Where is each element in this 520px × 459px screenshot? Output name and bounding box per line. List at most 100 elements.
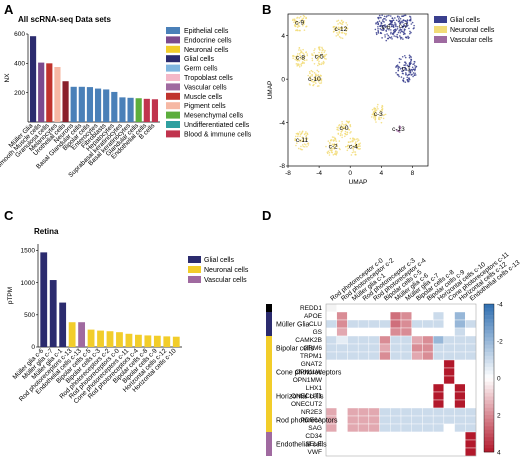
chart-b-point [296,55,299,57]
chart-b-point [395,35,397,38]
chart-a-legend-swatch [166,83,180,91]
chart-d-cell [411,415,423,425]
chart-b-point [319,54,321,57]
chart-d-row-label: SAG [308,425,322,432]
chart-b-point [343,124,345,126]
chart-b-point [413,63,415,65]
chart-d-cell [454,423,466,433]
chart-d-cell [465,327,477,337]
chart-d-colorbar-segment [484,396,494,401]
chart-d-colorbar-segment [484,329,494,334]
chart-b-point [384,36,386,38]
chart-b-point [331,148,333,150]
chart-d-colorbar-segment [484,448,494,453]
chart-b-point [377,17,380,20]
chart-d-row-label: OPN1LW [295,369,323,376]
chart-b-point [331,136,334,138]
chart-d-colorbar-segment [484,378,494,382]
chart-a-bar [119,97,126,122]
chart-b-point [294,138,297,140]
chart-d-row-label: ONECUT1 [291,393,322,400]
chart-d-colorbar-segment [484,311,494,316]
chart-d-cell [422,359,434,369]
chart-d-cell [411,383,423,393]
chart-d-cell [379,367,391,377]
chart-b-point [311,75,313,77]
chart-d-cell [325,359,337,369]
chart-b-point [306,53,308,55]
chart-b-point [385,16,388,18]
chart-b-point [402,21,404,24]
chart-d-cell [368,335,380,345]
chart-c-bar [144,335,152,347]
chart-b-cluster-label: c-2 [329,143,338,150]
chart-b-point [294,139,297,142]
chart-b-point [410,59,412,62]
chart-b-point [374,117,377,120]
chart-d-cell [357,319,370,329]
chart-d-group-label: Endothelial cells [276,442,327,449]
chart-d-colorbar-label: 4 [497,450,501,457]
chart-d-cell [400,319,412,329]
chart-b-point [412,75,414,78]
chart-d-row-label: APOE [304,313,323,320]
chart-b-point [341,23,344,26]
chart-d-colorbar-segment [484,333,494,338]
chart-b-point [344,27,347,29]
chart-b-point [378,14,381,17]
chart-b-point [303,133,306,136]
chart-c-bar [153,335,161,347]
chart-d-cell [443,303,455,313]
chart-b-point [299,133,302,136]
chart-b-point [334,137,336,140]
chart-b-point [294,23,297,26]
chart-b-point [352,140,354,143]
chart-b-point [378,20,381,23]
chart-b-x-tick-label: -8 [285,170,291,177]
chart-b-point [311,53,313,55]
chart-b-point [330,149,332,152]
chart-b-point [377,32,380,34]
chart-d-cell [422,351,434,361]
chart-b-point [299,135,301,138]
chart-b-cluster-label: c-6 [381,24,390,31]
chart-d-cell [432,423,445,433]
chart-d-cell [454,439,466,449]
chart-b-point [313,49,315,52]
chart-d-cell [325,439,337,449]
chart-c-bar [68,322,76,347]
chart-b-point [339,134,342,137]
chart-d-cell [379,303,391,313]
chart-d-cell [422,415,434,425]
chart-b-point [303,15,306,18]
chart-d-cell [411,391,423,401]
chart-a-legend-label: Endocrine cells [184,37,232,44]
chart-d-colorbar-segment [484,411,494,416]
chart-b-point [297,22,300,24]
chart-b-point [402,79,404,82]
chart-b-point [396,16,399,18]
chart-d-group-label: Horizontal cells [276,394,324,401]
chart-d-cell [368,391,380,401]
chart-d-cell [357,423,370,433]
chart-d-group-label: Müller Glia [276,322,310,329]
chart-b-x-label: UMAP [349,179,368,186]
chart-b-point [300,64,303,67]
chart-b-point [409,19,412,22]
chart-c-bar [134,334,142,347]
chart-b-point [359,142,361,145]
chart-d-cell [336,447,348,457]
chart-b-point [397,20,400,23]
chart-b-point [345,22,348,24]
chart-b-point [331,151,333,154]
chart-b-point [349,137,352,140]
chart-b-point [407,35,409,38]
chart-b-point [410,23,413,25]
chart-b-point [298,25,301,28]
chart-b-point [412,72,415,74]
chart-d-cell [443,311,455,321]
chart-b-point [318,77,321,79]
chart-b-point [310,69,313,72]
chart-d-cell [443,343,455,353]
chart-d-cell [368,431,380,441]
